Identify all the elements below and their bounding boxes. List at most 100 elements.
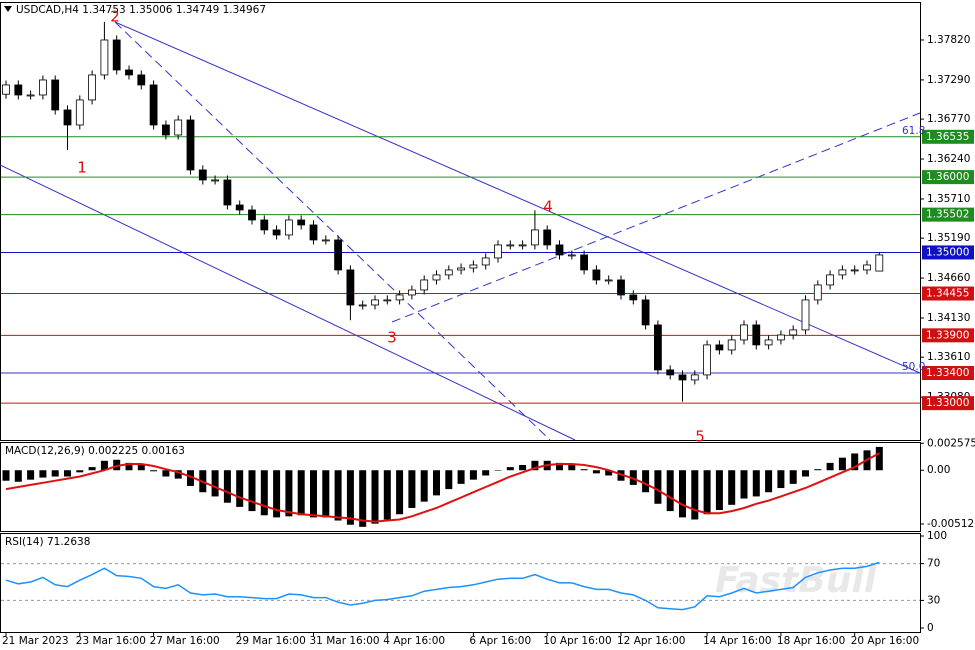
macd-bar	[236, 470, 244, 507]
macd-bar	[297, 470, 305, 516]
rsi-value: 71.2638	[47, 536, 90, 548]
macd-bar	[39, 470, 47, 478]
y-tick-label: 0	[927, 622, 934, 634]
candle-body	[838, 269, 847, 276]
macd-bar	[51, 470, 59, 477]
candle-body	[703, 344, 711, 376]
level-tag	[922, 396, 974, 411]
signal-value: 0.00163	[142, 445, 185, 457]
macd-bar	[691, 470, 699, 520]
macd-bar	[260, 470, 268, 516]
x-tick-label: 23 Mar 16:00	[76, 635, 146, 647]
level-label: 1.34455	[926, 288, 969, 300]
x-tick-label: 29 Mar 16:00	[236, 635, 306, 647]
rsi-title: RSI(14)	[5, 536, 44, 548]
candle-body	[875, 254, 884, 272]
y-tick-label: 1.37820	[927, 34, 970, 46]
y-tick-label: 1.35190	[927, 232, 970, 244]
macd-bar	[494, 470, 502, 471]
x-tick-label: 21 Mar 2023	[2, 635, 69, 647]
macd-bar	[346, 470, 354, 525]
candle-body	[481, 257, 490, 266]
macd-bar	[642, 470, 650, 493]
wave-label: 3	[387, 329, 397, 347]
level-label: 1.33400	[926, 367, 969, 379]
candle-body	[297, 219, 306, 226]
candle-body	[580, 254, 588, 271]
candle-body	[161, 124, 170, 136]
drawings	[0, 21, 921, 441]
macd-bar	[506, 467, 514, 471]
macd-bar	[715, 470, 723, 511]
trend-line	[391, 112, 921, 323]
macd-bar	[359, 470, 367, 527]
candle-body	[63, 109, 72, 126]
macd-bar	[728, 470, 736, 505]
candle-body	[358, 304, 367, 307]
channel-line	[0, 164, 576, 441]
macd-bar	[814, 469, 822, 471]
x-tick-label: 27 Mar 16:00	[150, 635, 220, 647]
candle-body	[371, 299, 379, 306]
candle-body	[346, 269, 355, 306]
candle-body	[518, 244, 527, 247]
high: 1.35006	[129, 4, 173, 16]
y-tick-label: 1.34130	[927, 312, 970, 324]
level-label: 1.35000	[926, 246, 969, 258]
macd-bar	[371, 470, 379, 524]
y-tick-label: 1.34660	[927, 272, 970, 284]
candle-body	[198, 169, 207, 181]
macd-bar	[162, 470, 170, 477]
candle-body	[494, 244, 502, 259]
candle-body	[666, 369, 675, 376]
macd-bar	[100, 460, 108, 471]
rsi-header: RSI(14) 71.2638	[5, 536, 90, 548]
level-label: 1.36000	[926, 171, 969, 183]
macd-bar	[568, 465, 576, 471]
wave-label: 4	[543, 198, 553, 216]
macd-value: 0.002225	[88, 445, 138, 457]
macd-bar	[679, 470, 686, 518]
macd-bar	[150, 470, 158, 472]
header: USDCAD,H4 1.34753 1.35006 1.34749 1.3496…	[16, 4, 266, 16]
candle-body	[629, 294, 638, 301]
wave-label: 1	[77, 159, 87, 177]
candle-body	[186, 119, 195, 171]
candle-body	[2, 84, 10, 95]
price-panel	[0, 2, 921, 441]
candle-body	[740, 324, 748, 341]
candle-body	[444, 269, 453, 276]
candle-body	[567, 254, 576, 257]
candle-body	[420, 279, 429, 291]
fib-label: 61.8	[902, 125, 925, 137]
macd-bar	[285, 470, 293, 517]
macd-bar	[137, 465, 145, 471]
macd-bar	[851, 453, 859, 471]
candle-body	[592, 269, 601, 281]
candle-body	[715, 344, 724, 351]
candle-body	[321, 239, 330, 242]
macd-bar	[457, 470, 465, 484]
x-tick-label: 20 Apr 16:00	[851, 635, 919, 647]
macd-bar	[88, 467, 96, 471]
macd-title: MACD(12,26,9)	[5, 445, 85, 457]
macd-bar	[519, 465, 527, 471]
candle-body	[801, 299, 810, 331]
y-tick-label: 1.37290	[927, 74, 970, 86]
candle-body	[543, 229, 552, 246]
macd-bar	[420, 470, 428, 502]
low: 1.34749	[176, 4, 219, 16]
candle-body	[260, 219, 269, 231]
candle-body	[39, 79, 47, 96]
macd-bar	[469, 470, 477, 480]
macd-bar	[654, 470, 662, 504]
candle-body	[125, 69, 133, 76]
macd-bar	[273, 470, 281, 518]
macd-bar	[592, 470, 600, 474]
rsi-panel	[0, 533, 921, 633]
y-tick-label: 1.36770	[927, 113, 970, 125]
x-tick-label: 6 Apr 16:00	[469, 635, 531, 647]
macd-bar	[580, 469, 588, 471]
